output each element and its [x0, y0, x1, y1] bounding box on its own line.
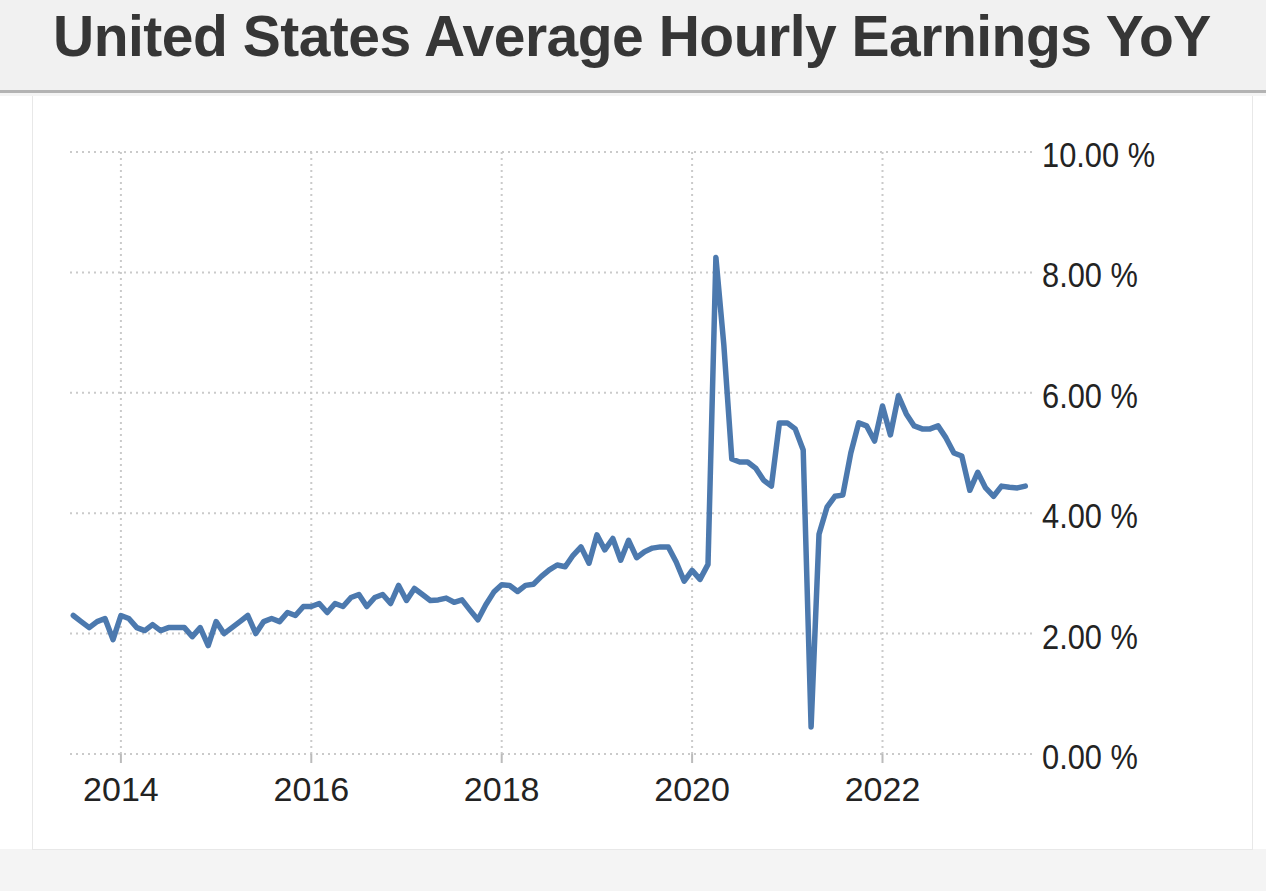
y-axis-label: 0.00 % — [1042, 737, 1138, 777]
y-axis-label: 6.00 % — [1042, 376, 1138, 416]
x-axis-label: 2020 — [654, 770, 730, 809]
y-axis-label: 8.00 % — [1042, 255, 1138, 295]
y-axis-label: 4.00 % — [1042, 496, 1138, 536]
x-axis-label: 2022 — [845, 770, 921, 809]
y-axis-label: 10.00 % — [1042, 135, 1155, 175]
x-axis-label: 2016 — [273, 770, 349, 809]
x-axis-label: 2018 — [464, 770, 540, 809]
y-axis-label: 2.00 % — [1042, 617, 1138, 657]
x-axis-label: 2014 — [83, 770, 159, 809]
